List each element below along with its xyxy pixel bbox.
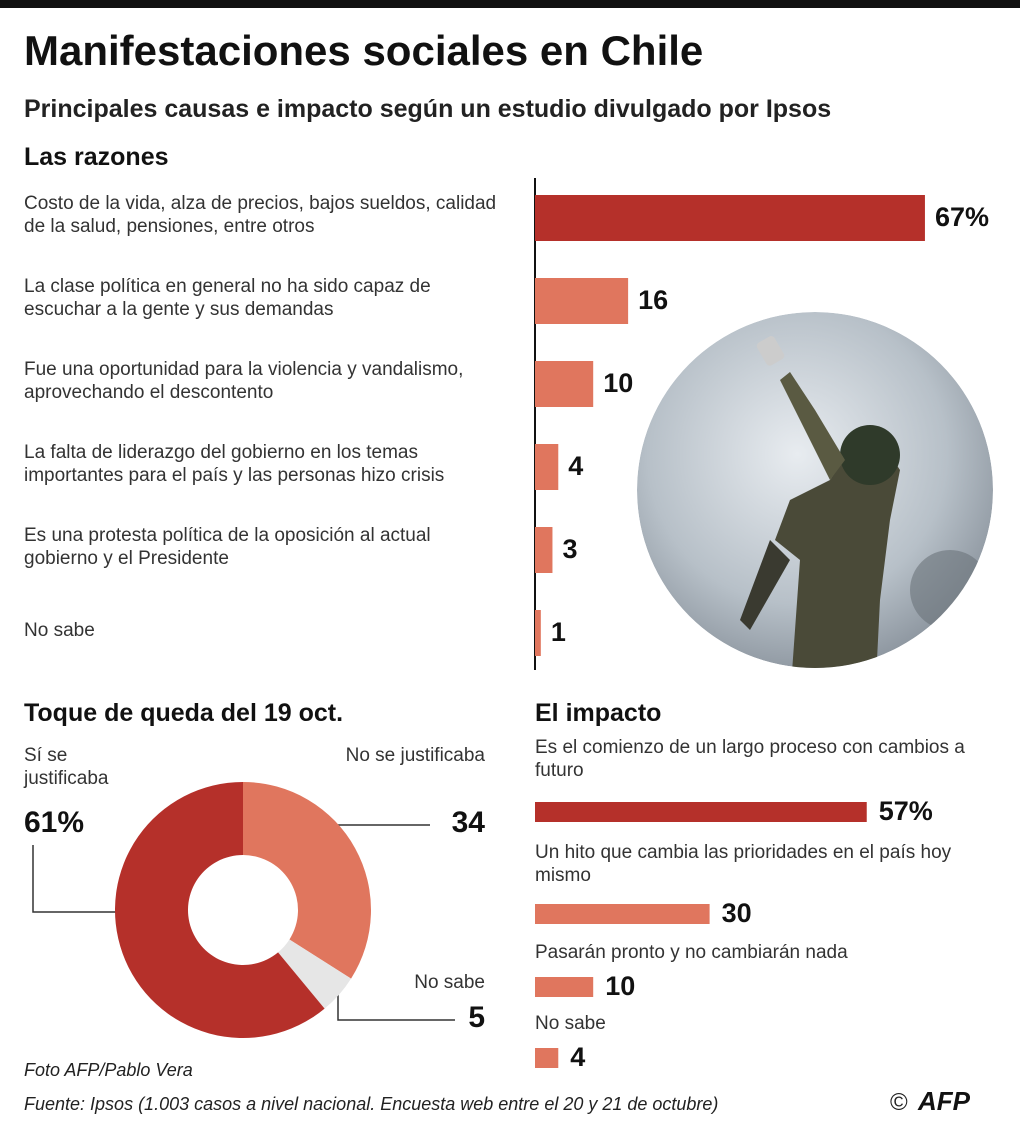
value-label: 4 <box>568 451 584 481</box>
category-label: Un hito que cambia las prioridades en el… <box>535 842 952 886</box>
bar <box>535 278 629 324</box>
bar <box>535 444 559 490</box>
donut-slice <box>114 782 325 1038</box>
value-label: 10 <box>603 368 634 398</box>
category-label: Sí se justificaba <box>24 745 109 789</box>
donut-slice <box>278 939 352 1009</box>
photo-credit: Foto AFP/Pablo Vera <box>24 1060 193 1080</box>
subtitle: Principales causas e impacto según un es… <box>24 95 832 123</box>
category-label: Costo de la vida, alza de precios, bajos… <box>24 193 497 237</box>
bar <box>535 527 553 573</box>
leader-line <box>337 990 455 1021</box>
value-label: 57% <box>878 796 933 826</box>
category-label: Fue una oportunidad para la violencia y … <box>24 359 464 403</box>
category-label: No sabe <box>414 972 485 993</box>
category-label: La clase política en general no ha sido … <box>24 276 431 320</box>
value-label: 61% <box>24 806 85 839</box>
source: Fuente: Ipsos (1.003 casos a nivel nacio… <box>24 1094 719 1114</box>
bar <box>535 195 925 241</box>
category-label: La falta de liderazgo del gobierno en lo… <box>24 442 445 486</box>
value-label: 67% <box>934 202 989 232</box>
value-label: 5 <box>468 1001 485 1034</box>
section-title: El impacto <box>535 699 662 727</box>
value-label: 4 <box>570 1042 586 1072</box>
section-title: Toque de queda del 19 oct. <box>24 699 344 727</box>
photo <box>637 312 993 668</box>
value-label: 1 <box>550 617 566 647</box>
value-label: 30 <box>721 898 752 928</box>
category-label: No se justificaba <box>345 745 485 766</box>
category-label: Es el comienzo de un largo proceso con c… <box>535 737 965 781</box>
value-label: 10 <box>605 971 636 1001</box>
bar <box>535 802 867 822</box>
value-label: 16 <box>638 285 669 315</box>
section-title: Las razones <box>24 143 169 171</box>
bar <box>535 610 541 656</box>
category-label: No sabe <box>535 1013 606 1034</box>
top-bar <box>0 0 1020 8</box>
bar <box>535 977 594 997</box>
donut-slice <box>243 782 371 979</box>
bar <box>535 1048 559 1068</box>
bar <box>535 904 710 924</box>
value-label: 34 <box>451 806 485 839</box>
category-label: No sabe <box>24 619 95 641</box>
copyright: © <box>890 1089 908 1116</box>
category-label: Pasarán pronto y no cambiarán nada <box>535 942 848 963</box>
leader-line <box>32 845 118 913</box>
logo: AFP <box>917 1086 971 1116</box>
title: Manifestaciones sociales en Chile <box>24 27 704 74</box>
category-label: Es una protesta política de la oposición… <box>24 525 431 569</box>
value-label: 3 <box>562 534 578 564</box>
bar <box>535 361 594 407</box>
